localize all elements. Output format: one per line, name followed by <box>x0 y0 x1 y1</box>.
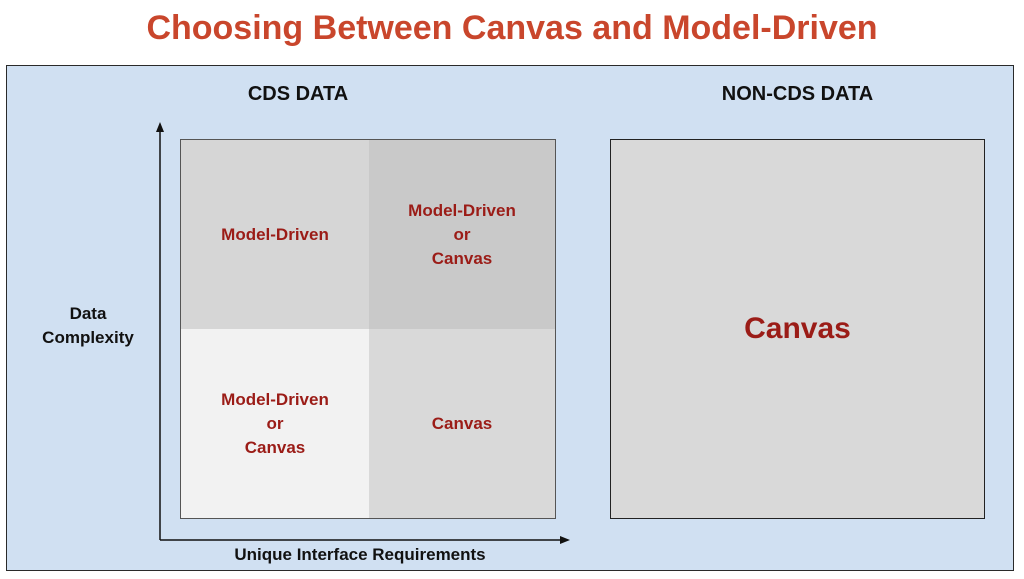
cds-quadrant-grid: Model-Driven Model-Driven or Canvas Mode… <box>180 139 556 519</box>
y-axis-arrowhead <box>156 122 164 132</box>
noncds-box: Canvas <box>610 139 985 519</box>
quadrant-top-right-line-2: or <box>453 224 471 244</box>
quadrant-top-left: Model-Driven <box>181 140 369 329</box>
quadrant-top-right-line-3: Canvas <box>431 248 493 268</box>
quadrant-top-right: Model-Driven or Canvas <box>369 140 555 329</box>
quadrant-bottom-right: Canvas <box>369 329 555 518</box>
quadrant-bottom-left: Model-Driven or Canvas <box>181 329 369 518</box>
quadrant-top-left-label: Model-Driven <box>221 224 329 244</box>
quadrant-top-right-line-1: Model-Driven <box>408 200 516 220</box>
x-axis-label: Unique Interface Requirements <box>234 545 486 564</box>
quadrant-bottom-left-line-1: Model-Driven <box>221 389 329 409</box>
x-axis-arrowhead <box>560 536 570 544</box>
quadrant-bottom-right-label: Canvas <box>431 413 493 433</box>
noncds-label: Canvas <box>744 312 851 345</box>
y-axis-label: Data Complexity <box>26 302 150 350</box>
cds-heading: CDS DATA <box>247 83 349 105</box>
noncds-heading: NON-CDS DATA <box>721 83 874 105</box>
quadrant-bottom-left-line-2: or <box>266 413 284 433</box>
y-axis-label-line-2: Complexity <box>42 328 134 347</box>
page-title: Choosing Between Canvas and Model-Driven <box>146 9 878 47</box>
y-axis-label-line-1: Data <box>69 304 107 323</box>
quadrant-bottom-left-line-3: Canvas <box>244 437 306 457</box>
